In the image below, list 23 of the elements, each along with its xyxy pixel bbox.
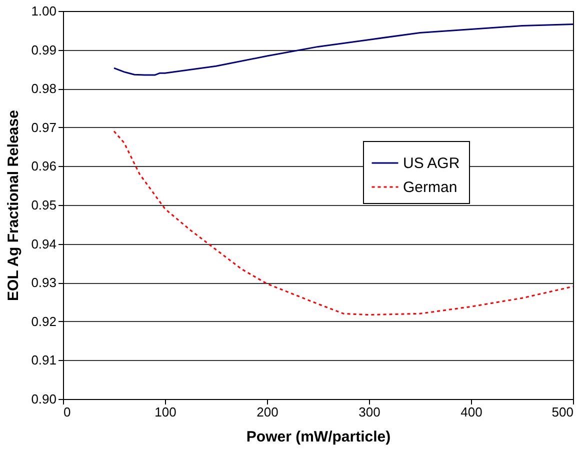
- x-tick-label: 300: [358, 404, 380, 420]
- x-tick-label: 100: [154, 404, 176, 420]
- x-tick-label: 500: [552, 404, 574, 420]
- y-tick-label: 0.99: [31, 42, 56, 58]
- y-tick-label: 0.98: [31, 81, 56, 96]
- y-tick-label: 0.96: [31, 158, 56, 174]
- y-tick-label: 0.91: [31, 352, 56, 368]
- y-tick-label: 0.97: [31, 120, 56, 135]
- y-tick-label: 1.00: [31, 4, 56, 18]
- x-tick-label: 400: [460, 404, 482, 420]
- y-tick-label: 0.90: [31, 392, 56, 406]
- x-axis-title: Power (mW/particle): [246, 428, 391, 446]
- x-tick-label: 200: [256, 404, 278, 420]
- y-tick-label: 0.93: [31, 275, 56, 290]
- y-tick-label: 0.94: [31, 236, 56, 252]
- line-series: [113, 130, 574, 316]
- legend-label: US AGR: [403, 155, 460, 172]
- line-series: [113, 23, 574, 76]
- legend-label: German: [403, 179, 458, 196]
- x-tick-label: 0: [64, 404, 71, 420]
- y-axis-title: EOL Ag Fractional Release: [5, 110, 22, 301]
- y-tick-label: 0.92: [31, 314, 56, 329]
- y-tick-label: 0.95: [31, 198, 56, 212]
